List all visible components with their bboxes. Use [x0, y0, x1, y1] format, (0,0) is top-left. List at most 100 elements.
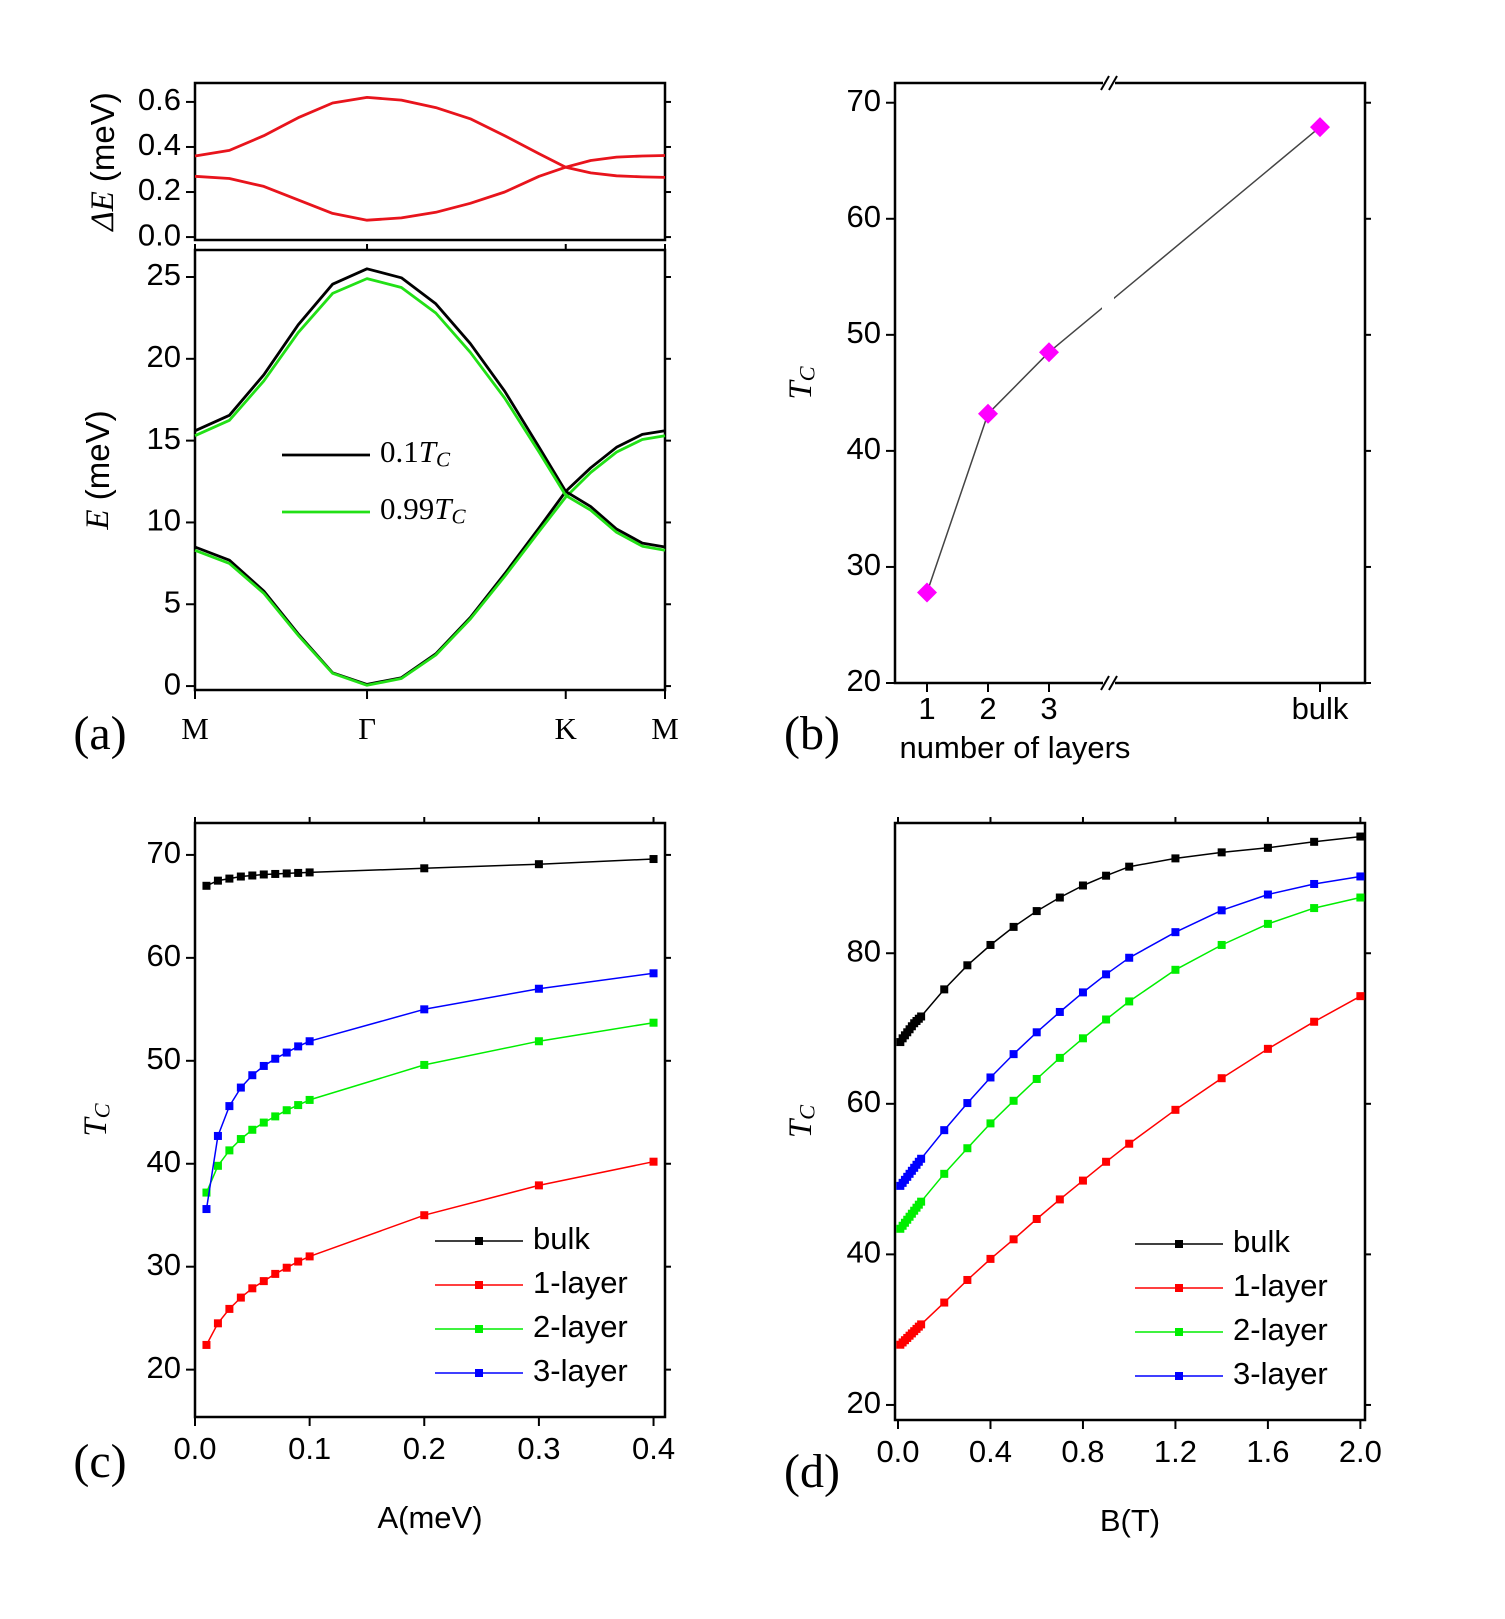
- series-line: [899, 875, 1361, 1187]
- series-line: [926, 126, 1321, 593]
- x-tick-label: 2.0: [1339, 1434, 1382, 1469]
- y-tick-label: 0.6: [138, 82, 181, 117]
- marker: [1125, 997, 1134, 1006]
- x-tick-label: K: [555, 711, 578, 746]
- marker: [225, 1304, 234, 1313]
- series-line: [194, 96, 666, 179]
- marker: [1310, 117, 1330, 138]
- marker: [282, 1106, 291, 1115]
- marker: [1217, 1074, 1226, 1083]
- marker: [1102, 970, 1111, 979]
- y-tick-label: 20: [147, 339, 181, 374]
- legend-marker: [1175, 1284, 1183, 1292]
- marker: [259, 1118, 268, 1127]
- marker: [236, 1135, 245, 1144]
- marker: [294, 868, 303, 877]
- panel-label: (d): [784, 1445, 840, 1498]
- marker: [282, 869, 291, 878]
- marker: [1171, 965, 1180, 974]
- y-axis-label: E (meV): [79, 410, 116, 530]
- text-part: T: [419, 434, 439, 469]
- marker: [1356, 832, 1365, 841]
- marker: [1055, 1007, 1064, 1016]
- marker: [963, 1275, 972, 1284]
- y-tick-label: 40: [847, 1235, 881, 1270]
- marker: [305, 1037, 314, 1046]
- marker: [202, 1188, 211, 1197]
- marker: [259, 1061, 268, 1070]
- marker: [202, 881, 211, 890]
- marker: [294, 1101, 303, 1110]
- legend-label: 0.99TC: [380, 491, 467, 528]
- marker: [1310, 879, 1319, 888]
- marker: [917, 1197, 926, 1206]
- legend-label: 1-layer: [1233, 1268, 1328, 1303]
- x-tick-label: 0.8: [1061, 1434, 1104, 1469]
- break-mark: [1100, 75, 1110, 91]
- marker: [534, 860, 543, 869]
- y-tick-label: 30: [147, 1247, 181, 1282]
- marker: [282, 1048, 291, 1057]
- y-tick-label: 40: [847, 431, 881, 466]
- marker: [1263, 890, 1272, 899]
- marker: [917, 582, 937, 603]
- marker: [1032, 1214, 1041, 1223]
- marker: [213, 1161, 222, 1170]
- marker: [1171, 854, 1180, 863]
- marker: [420, 864, 429, 873]
- y-axis-label: TC: [783, 1104, 820, 1138]
- text-part: T: [78, 1116, 114, 1137]
- marker: [202, 1205, 211, 1214]
- marker: [1078, 881, 1087, 890]
- marker: [534, 984, 543, 993]
- marker: [420, 1005, 429, 1014]
- x-tick-label: 0.4: [969, 1434, 1012, 1469]
- legend-label: 3-layer: [1233, 1356, 1328, 1391]
- panel-label: (b): [784, 707, 840, 760]
- x-tick-label: 1.2: [1154, 1434, 1197, 1469]
- text-part: (meV): [79, 410, 116, 509]
- marker: [978, 403, 998, 424]
- text-part: C: [795, 365, 820, 381]
- marker: [940, 1126, 949, 1135]
- plot-frame: [893, 821, 1367, 1422]
- marker: [236, 872, 245, 881]
- y-axis-label: TC: [783, 365, 820, 399]
- plot-frame: [193, 248, 667, 692]
- y-tick-label: 0.4: [138, 127, 181, 162]
- marker: [1310, 837, 1319, 846]
- marker: [1310, 904, 1319, 913]
- marker: [534, 1181, 543, 1190]
- marker: [213, 1131, 222, 1140]
- marker: [1310, 1017, 1319, 1026]
- marker: [305, 868, 314, 877]
- text-part: C: [795, 1104, 820, 1120]
- legend-label: bulk: [533, 1221, 590, 1256]
- marker: [1102, 1157, 1111, 1166]
- marker: [271, 1054, 280, 1063]
- text-part: T: [434, 491, 454, 526]
- text-part: E: [80, 509, 116, 530]
- marker: [986, 940, 995, 949]
- series-line: [205, 972, 654, 1210]
- marker: [1263, 1044, 1272, 1053]
- x-tick-label: M: [651, 711, 679, 746]
- break-mark: [1108, 675, 1118, 691]
- x-tick-label: 0.2: [403, 1431, 446, 1466]
- y-tick-label: 15: [147, 421, 181, 456]
- marker: [420, 1060, 429, 1069]
- marker: [305, 1252, 314, 1261]
- y-tick-label: 60: [847, 1084, 881, 1119]
- x-tick-label: 0.3: [517, 1431, 560, 1466]
- y-tick-label: 80: [847, 933, 881, 968]
- marker: [917, 1154, 926, 1163]
- marker: [1356, 872, 1365, 881]
- marker: [1356, 893, 1365, 902]
- y-tick-label: 70: [147, 835, 181, 870]
- series-line: [899, 896, 1361, 1230]
- marker: [294, 1257, 303, 1266]
- marker: [986, 1119, 995, 1128]
- y-tick-label: 30: [847, 547, 881, 582]
